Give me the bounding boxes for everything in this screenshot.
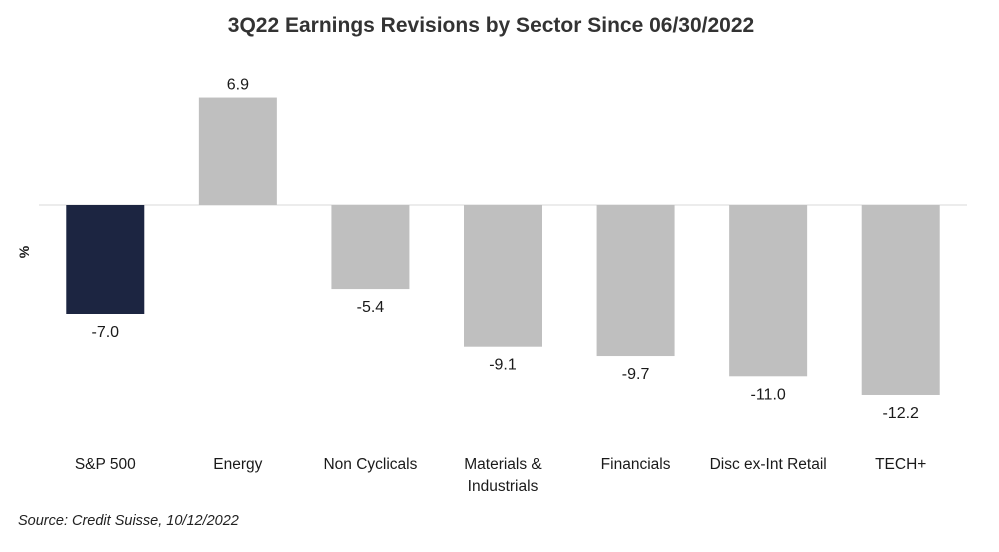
data-label: -12.2: [882, 405, 919, 422]
data-label: 6.9: [227, 77, 249, 94]
category-label: Energy: [213, 456, 262, 473]
category-label: Financials: [601, 456, 671, 473]
bar: [861, 205, 940, 395]
category-label: Materials & Industrials: [464, 456, 542, 495]
data-label: -7.0: [91, 324, 119, 341]
data-label: -11.0: [751, 386, 786, 403]
chart-title: 3Q22 Earnings Revisions by Sector Since …: [227, 14, 755, 37]
data-label: -9.7: [622, 366, 650, 383]
source-note: Source: Credit Suisse, 10/12/2022: [18, 513, 239, 529]
data-label: -5.4: [357, 299, 385, 316]
bar: [596, 205, 675, 357]
category-label: TECH+: [875, 456, 926, 473]
bar: [729, 205, 808, 377]
bar: [464, 205, 542, 347]
bar: [331, 205, 410, 290]
category-label: Non Cyclicals: [323, 456, 417, 473]
bar: [66, 205, 145, 314]
category-label: S&P 500: [75, 456, 136, 473]
data-label: -9.1: [489, 357, 517, 374]
category-label: Disc ex-Int Retail: [710, 456, 827, 473]
bar: [198, 97, 277, 205]
